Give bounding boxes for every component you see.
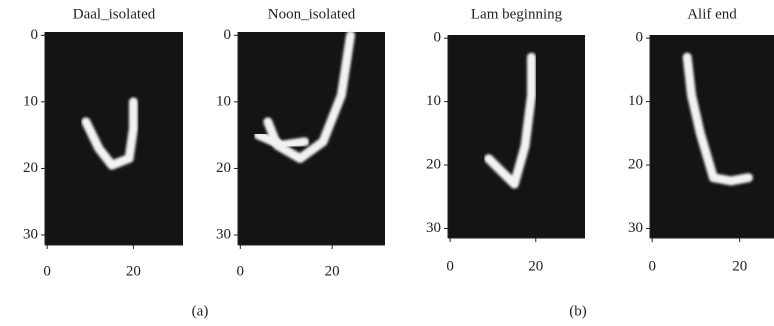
y-tick-label: 30 [426, 220, 441, 236]
y-tick-label: 20 [628, 156, 643, 172]
y-tick-label: 30 [23, 226, 38, 242]
y-tick-label: 10 [628, 93, 643, 109]
image-background [45, 32, 183, 245]
y-tick-label: 0 [434, 30, 442, 46]
x-tick-label: 20 [126, 263, 141, 279]
figure: (a) (b) Daal_isolated0102030020Noon_isol… [0, 0, 774, 326]
x-tick-label: 0 [43, 263, 51, 279]
x-tick-label: 20 [325, 263, 340, 279]
panel: Noon_isolated 0 10 20 30 0 20 [216, 6, 385, 279]
x-tick-label: 20 [528, 258, 543, 274]
panel: Alif end 0 10 20 30 0 20 [628, 6, 774, 274]
y-tick-label: 20 [216, 160, 231, 176]
y-tick-label: 10 [216, 93, 231, 109]
panel-title: Daal_isolated [73, 6, 156, 22]
panel: Lam beginning 0 10 20 30 0 20 [426, 6, 585, 274]
y-tick-label: 0 [636, 30, 644, 46]
x-tick-label: 20 [732, 258, 747, 274]
image-background [448, 35, 585, 238]
image-background [650, 35, 774, 238]
y-tick-label: 20 [426, 156, 441, 172]
page: (a) (b) Daal_isolated0102030020Noon_isol… [0, 0, 774, 326]
y-tick-label: 10 [23, 93, 38, 109]
panel-title: Noon_isolated [268, 6, 356, 22]
y-tick-label: 0 [31, 27, 39, 43]
y-tick-label: 20 [23, 160, 38, 176]
panel-title: Lam beginning [471, 6, 563, 22]
x-tick-label: 0 [648, 258, 656, 274]
x-tick-label: 0 [237, 263, 245, 279]
y-tick-label: 0 [224, 27, 232, 43]
x-tick-label: 0 [446, 258, 454, 274]
y-tick-label: 30 [216, 226, 231, 242]
caption: (a) [192, 303, 209, 319]
caption: (b) [569, 303, 587, 319]
y-tick-label: 10 [426, 93, 441, 109]
y-tick-label: 30 [628, 220, 643, 236]
panel: Daal_isolated 0 10 20 30 0 20 [23, 6, 183, 279]
panel-title: Alif end [687, 6, 737, 22]
